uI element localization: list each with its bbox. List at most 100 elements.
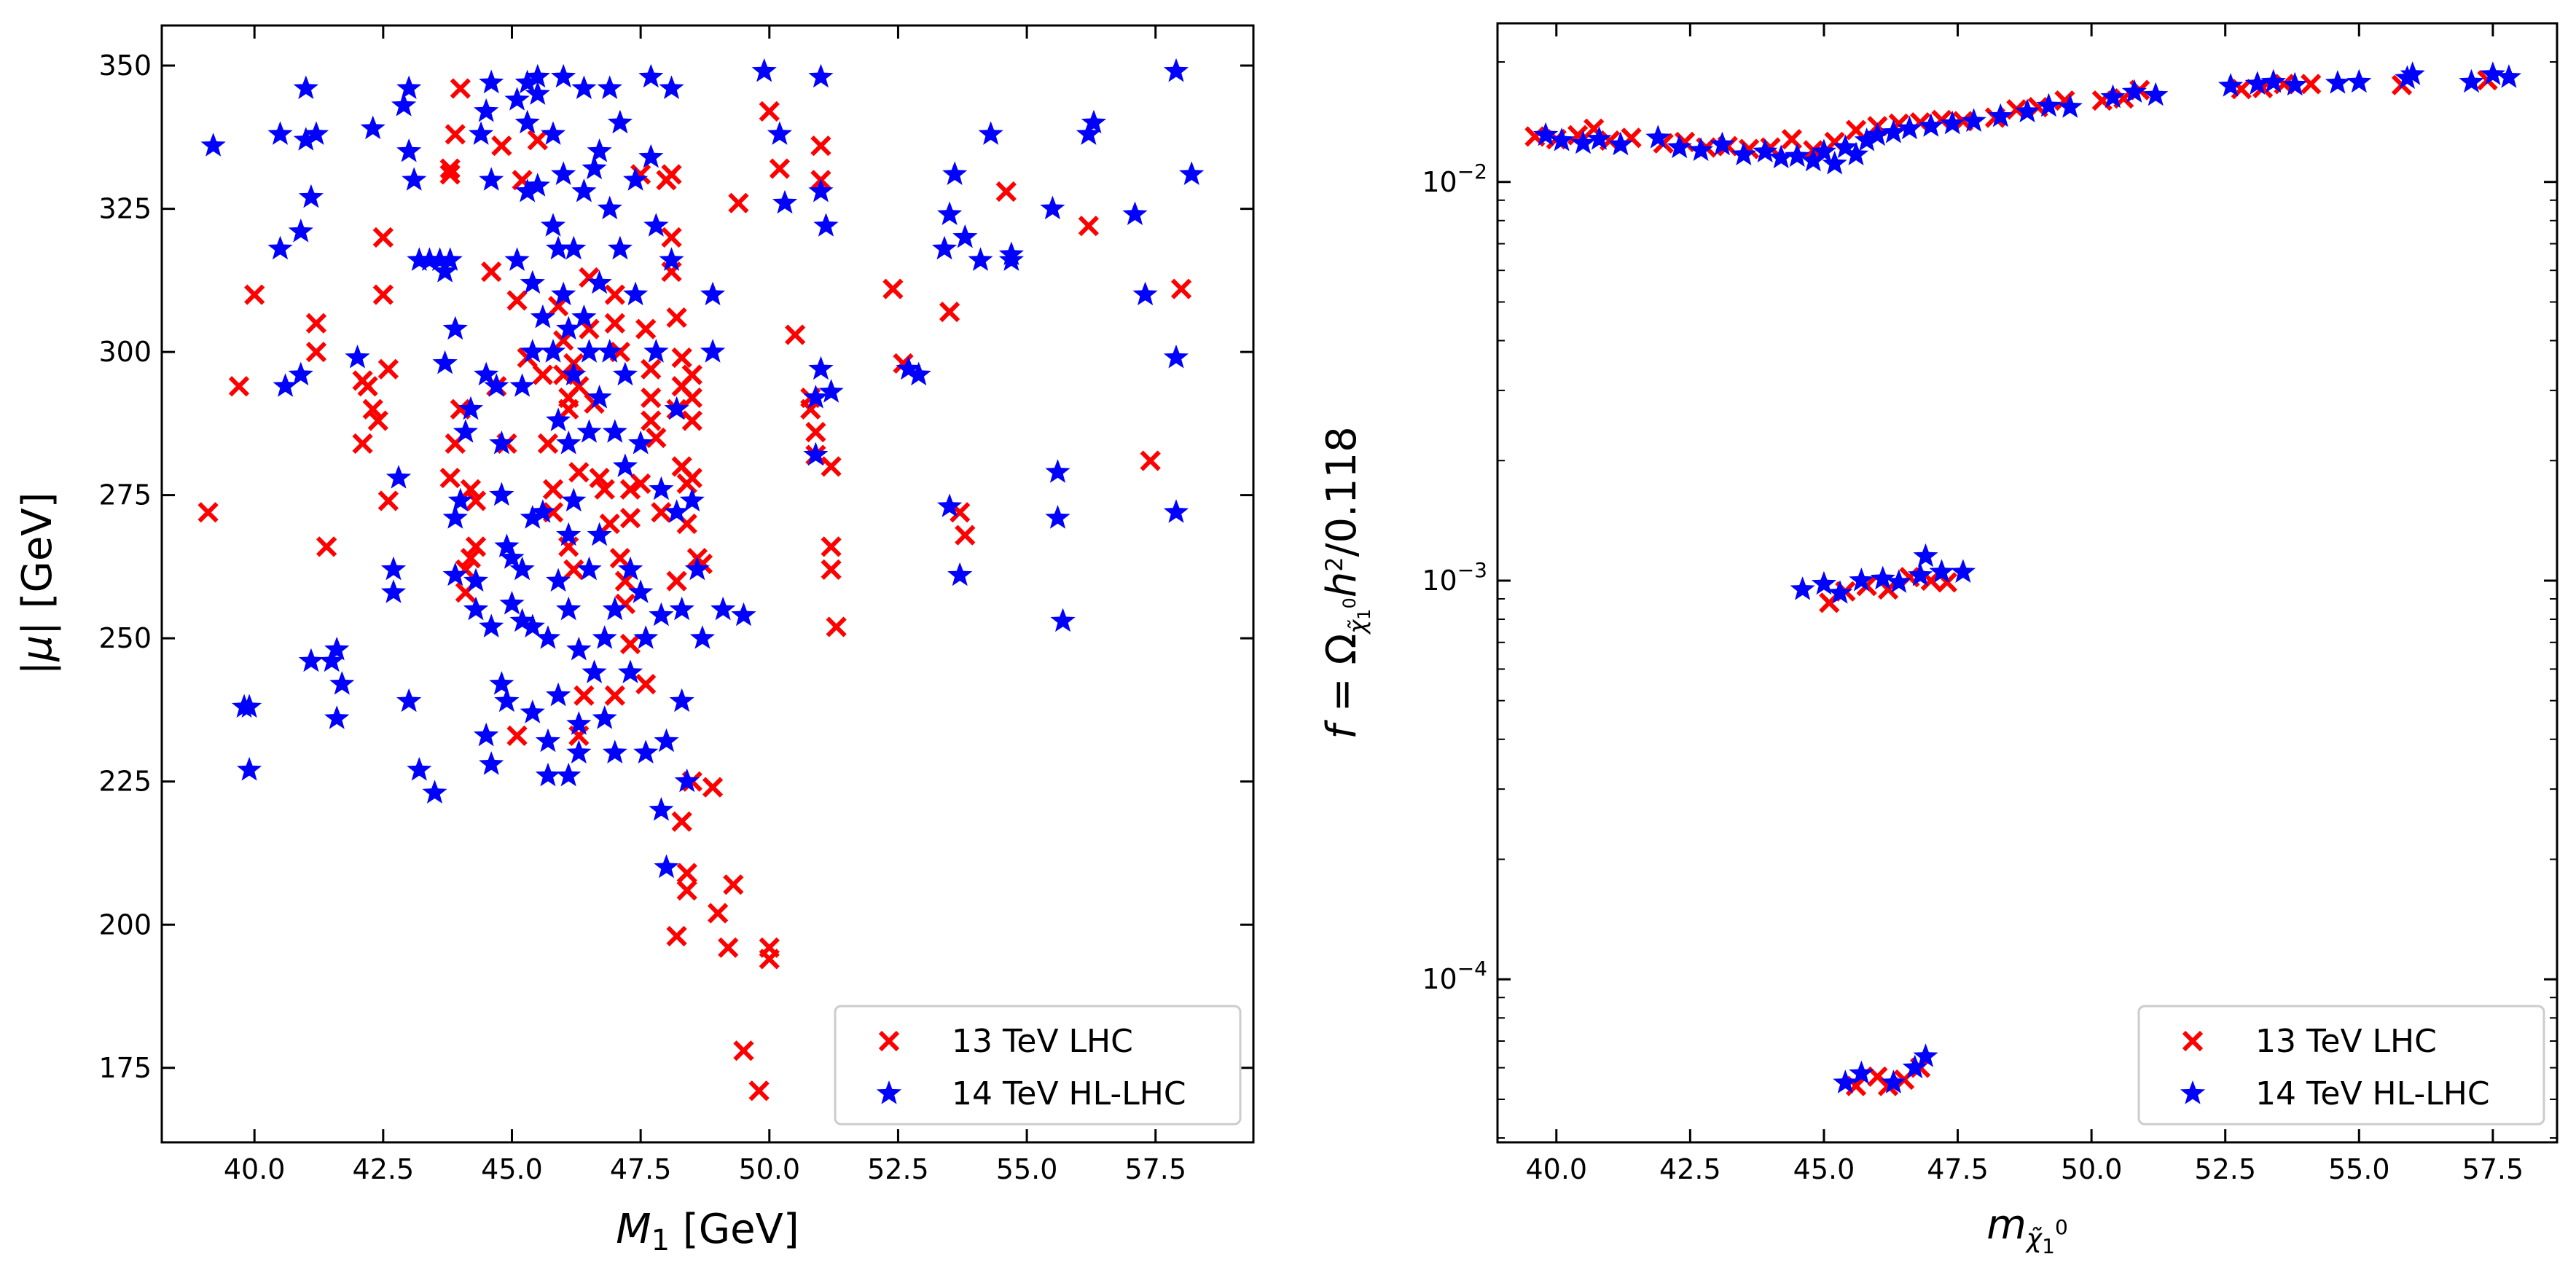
left-lhc13-point-stroke-b [666, 570, 687, 592]
right-hllhc14-point [1902, 1054, 1927, 1079]
left-hllhc14-point [551, 281, 576, 306]
left-hllhc14-point [602, 419, 627, 443]
right-x-tick-label: 42.5 [1659, 1153, 1721, 1185]
left-y-axis-symbol: μ [14, 635, 61, 662]
left-hllhc14-point [978, 121, 1003, 145]
left-hllhc14-point [535, 625, 561, 649]
left-hllhc14-point [633, 625, 659, 649]
left-lhc13-point [244, 284, 265, 305]
left-lhc13-point-stroke-b [197, 502, 219, 523]
left-lhc13-point-stroke-b [512, 170, 533, 191]
left-hllhc14-point [479, 167, 504, 191]
left-hllhc14-point [479, 751, 504, 775]
right-hllhc14-point [1833, 1069, 1858, 1094]
left-lhc13-point-stroke-b [352, 433, 373, 455]
left-hllhc14-point [649, 476, 674, 500]
left-lhc13-point [646, 427, 667, 449]
left-hllhc14-point [628, 430, 654, 455]
right-hllhc14-point [2496, 64, 2521, 88]
left-hllhc14-point [514, 109, 540, 134]
right-hllhc14-point [2282, 71, 2308, 96]
left-lhc13-point [728, 192, 749, 213]
left-hllhc14-point [607, 109, 633, 134]
right-hllhc14-point [2244, 71, 2270, 95]
left-lhc13-point-stroke-b [661, 227, 682, 248]
left-lhc13-point-stroke-b [661, 164, 682, 185]
left-hllhc14-point [447, 487, 473, 512]
left-hllhc14-point [566, 739, 592, 763]
left-hllhc14-point [540, 121, 566, 145]
left-y-tick-label: 250 [98, 622, 152, 654]
right-legend-marker-1 [2180, 1080, 2206, 1104]
left-hllhc14-point [380, 556, 407, 581]
left-legend-entries: 13 TeV LHC 14 TeV HL-LHC [876, 1023, 1186, 1112]
left-lhc13-point [542, 479, 564, 500]
left-hllhc14-point [329, 671, 355, 695]
left-hllhc14-point [293, 75, 318, 99]
left-hllhc14-point [654, 854, 679, 879]
left-lhc13-point-stroke-b [305, 313, 327, 334]
right-y-tick-exponent: −4 [1457, 957, 1487, 981]
left-lhc13-point [676, 863, 697, 884]
left-hllhc14-point [479, 613, 504, 637]
right-y-tick-label: 10−2 [1422, 160, 1487, 198]
left-lhc13-point [821, 559, 842, 580]
left-lhc13-point [594, 479, 615, 500]
left-hllhc14-point [710, 596, 736, 621]
right-hllhc14-point [1913, 543, 1938, 568]
left-hllhc14-point [649, 602, 674, 627]
left-y-axis-label: |μ| [GeV] [14, 492, 61, 675]
left-lhc13-point [506, 725, 528, 746]
left-lhc13-point-stroke-b [805, 422, 826, 443]
left-hllhc14-point [463, 568, 489, 592]
right-hllhc14-point [1586, 126, 1612, 150]
left-lhc13-point-stroke-b [506, 725, 528, 746]
left-lhc13-point [769, 158, 791, 179]
left-lhc13-point-stroke-b [542, 479, 564, 500]
right-y-axis-h: h [1318, 572, 1366, 598]
left-lhc13-point [563, 559, 584, 580]
left-hllhc14-point [597, 75, 622, 99]
left-lhc13-point-stroke-b [676, 879, 697, 901]
right-legend-label-1: 14 TeV HL-LHC [2255, 1075, 2490, 1112]
left-hllhc14-point [489, 671, 514, 695]
right-lhc13-point-stroke-b [1845, 1075, 1867, 1096]
left-hllhc14-point [200, 133, 226, 157]
left-lhc13-point-stroke-b [619, 633, 641, 655]
left-lhc13-point-stroke-b [604, 313, 625, 334]
left-hllhc14-point [587, 138, 612, 162]
right-y-axis-sup-index: 0 [1339, 597, 1360, 608]
left-hllhc14-point [504, 247, 530, 271]
left-lhc13-point-stroke-b [718, 937, 739, 958]
left-lhc13-point-stroke-b [537, 433, 559, 455]
left-hllhc14-point [612, 361, 638, 386]
left-hllhc14-point [442, 505, 468, 529]
left-hllhc14-point [751, 58, 777, 82]
right-hllhc14-point [1881, 1069, 1906, 1094]
left-hllhc14-point [437, 247, 463, 271]
left-lhc13-point [1078, 216, 1100, 237]
right-plot-frame [1496, 22, 2559, 1144]
left-y-tick-label: 325 [98, 193, 152, 225]
left-hllhc14-point [525, 81, 550, 105]
right-hllhc14-point [1881, 119, 1906, 144]
left-lhc13-point-stroke-b [995, 181, 1017, 203]
left-hllhc14-point [654, 728, 679, 753]
left-lhc13-point-stroke-b [769, 158, 791, 179]
left-lhc13-point-stroke-b [821, 536, 842, 557]
left-lhc13-point-stroke-b [955, 525, 976, 546]
left-hllhc14-point [556, 522, 582, 546]
right-hllhc14-point [1940, 110, 1965, 135]
left-hllhc14-point [520, 505, 545, 529]
left-lhc13-point [527, 130, 548, 151]
left-lhc13-point-stroke-b [676, 513, 697, 535]
left-hllhc14-point [772, 189, 798, 214]
left-lhc13-point [506, 290, 528, 311]
left-hllhc14-point [906, 361, 931, 386]
right-x-tick-label: 40.0 [1525, 1153, 1587, 1185]
right-hllhc14-point [1908, 562, 1933, 586]
left-lhc13-point [604, 284, 625, 305]
right-legend-marker-0 [2182, 1030, 2204, 1052]
right-hllhc14-point [1785, 143, 1810, 168]
left-hllhc14-point [571, 178, 597, 203]
